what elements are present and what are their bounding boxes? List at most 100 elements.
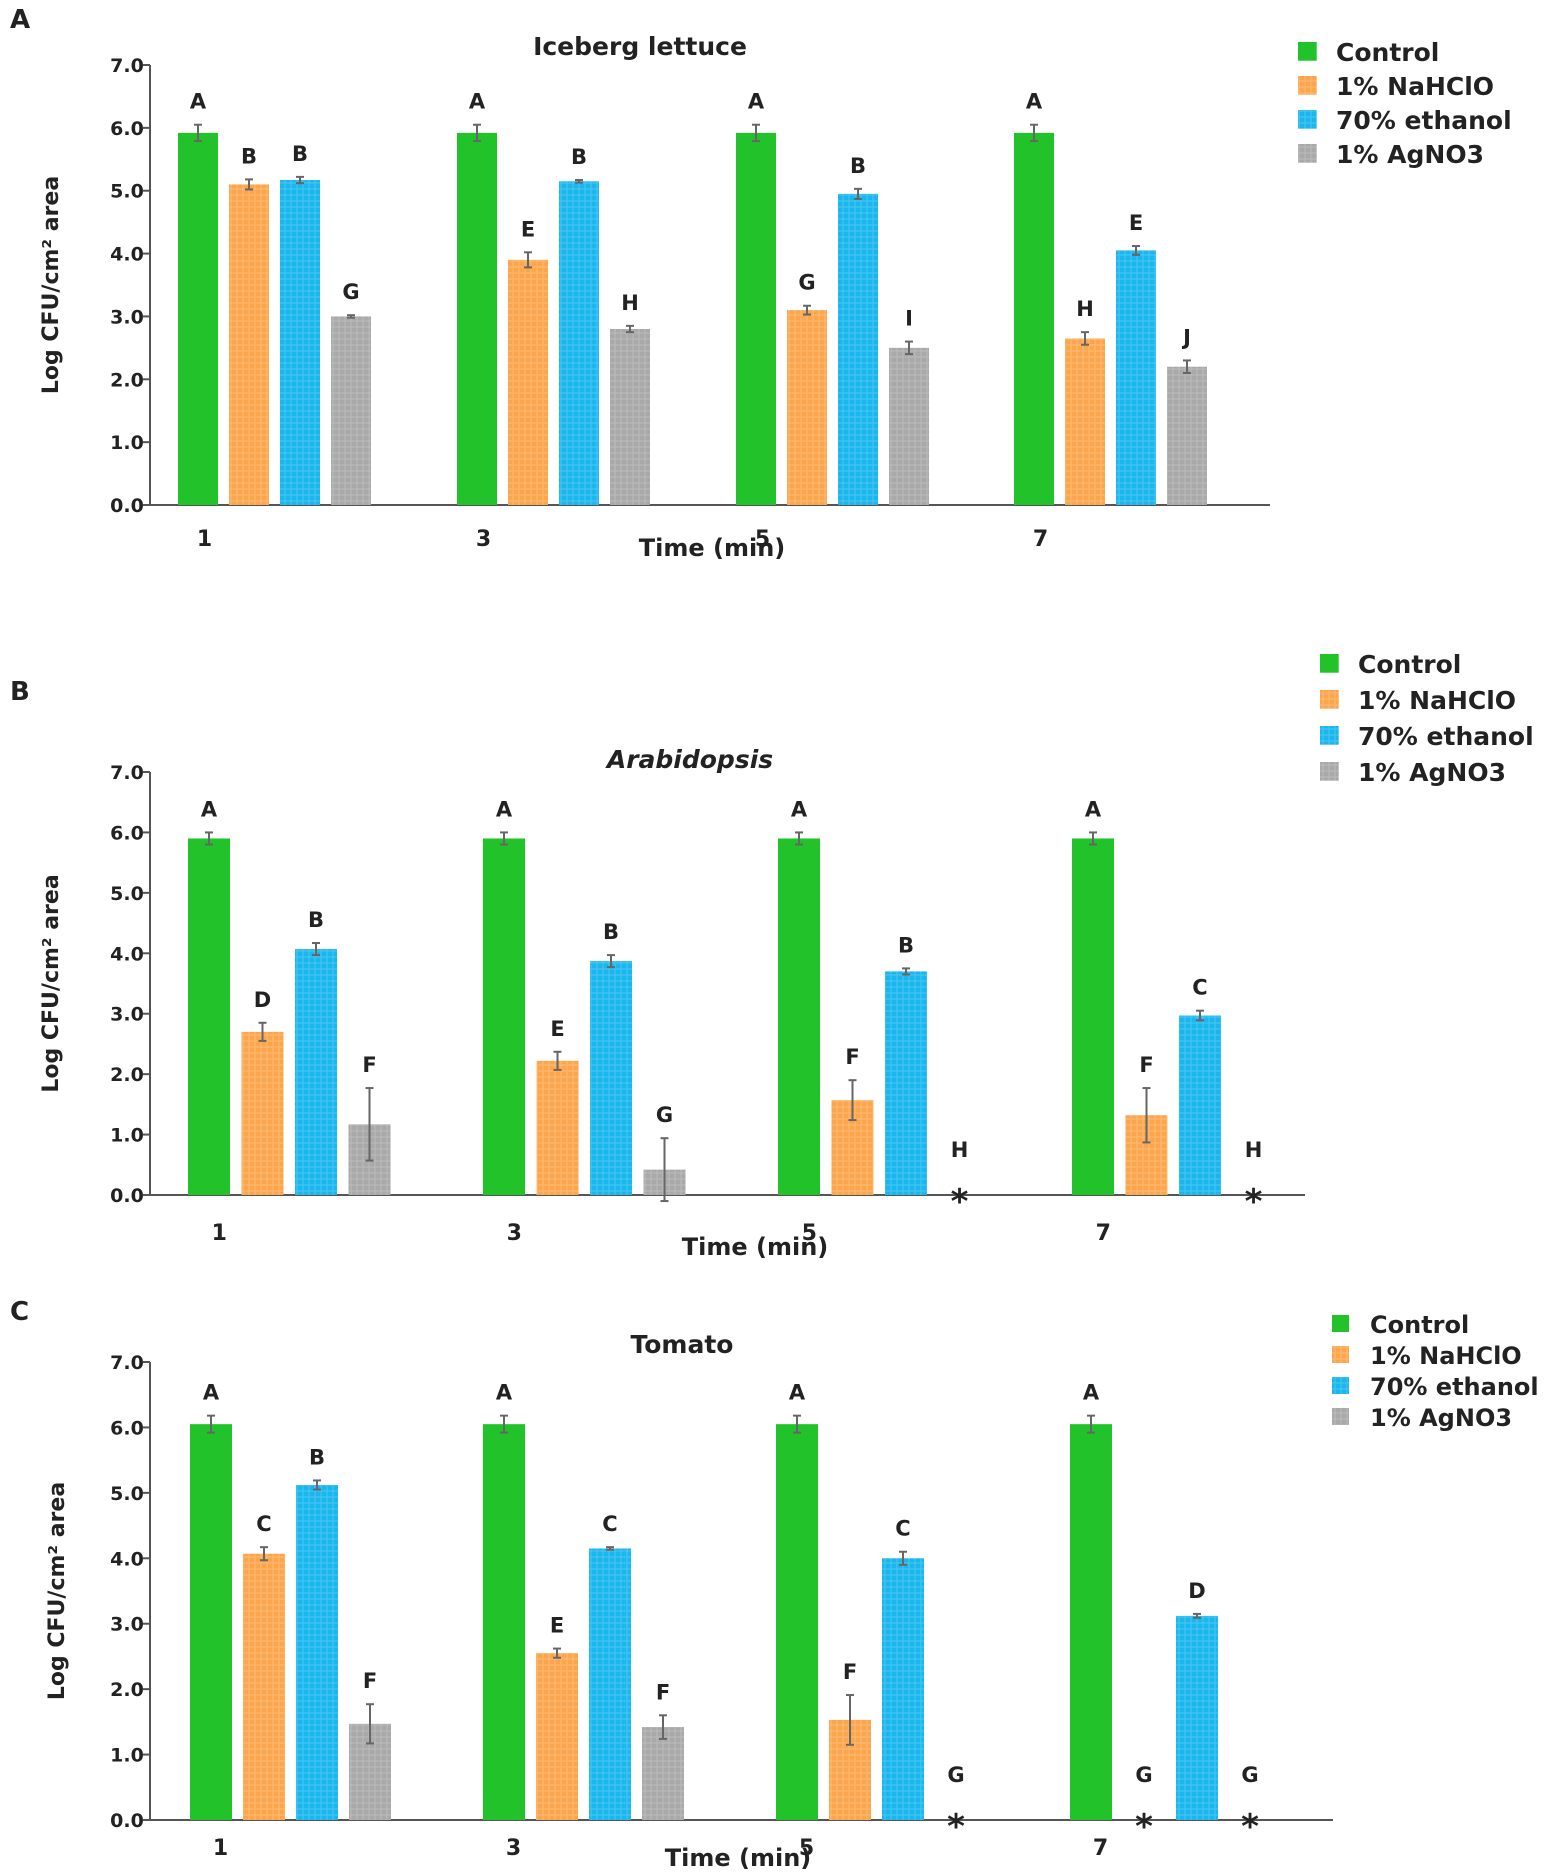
y-tick-label: 2.0	[110, 369, 144, 391]
y-tick-label: 3.0	[110, 1614, 144, 1636]
significance-letter: A	[1026, 90, 1043, 114]
significance-letter: A	[496, 797, 513, 821]
bar-70-ethanol	[296, 1485, 338, 1820]
significance-letter: A	[1083, 1381, 1100, 1405]
significance-letter: A	[789, 1381, 806, 1405]
legend-label: 70% ethanol	[1336, 106, 1512, 135]
panel-label: B	[10, 677, 30, 707]
legend-swatch	[1320, 690, 1339, 709]
significance-letter: C	[256, 1512, 271, 1536]
y-tick-label: 6.0	[110, 822, 144, 844]
bar-control	[736, 132, 776, 505]
y-tick-label: 1.0	[110, 1745, 144, 1767]
legend-swatch	[1320, 762, 1339, 781]
bar-control	[1072, 838, 1114, 1195]
legend-label: 70% ethanol	[1358, 722, 1534, 751]
x-axis-label: Time (min)	[682, 1233, 829, 1261]
bar-control	[190, 1424, 232, 1820]
legend-label: 1% AgNO3	[1336, 140, 1484, 169]
significance-letter: H	[1245, 1138, 1263, 1162]
bar-70-ethanol	[590, 961, 632, 1195]
significance-letter: C	[1192, 976, 1207, 1000]
legend-swatch	[1332, 1377, 1349, 1394]
bar-control	[457, 132, 497, 505]
x-category-label: 5	[755, 527, 770, 552]
bar-1-agno3	[1167, 366, 1207, 505]
chart-title: Arabidopsis	[605, 745, 773, 774]
y-tick-label: 1.0	[110, 432, 144, 454]
significance-letter: G	[656, 1103, 673, 1127]
significance-letter: B	[898, 933, 914, 957]
bar-1-agno3	[642, 1727, 684, 1820]
bar-1-nahclo	[787, 310, 827, 505]
bar-1-agno3	[889, 347, 929, 505]
significance-letter: A	[190, 90, 207, 114]
bar-70-ethanol	[882, 1558, 924, 1820]
y-tick-label: 3.0	[110, 306, 144, 328]
significance-letter: A	[201, 797, 218, 821]
x-axis-label: Time (min)	[665, 1844, 812, 1872]
y-tick-label: 7.0	[110, 55, 144, 77]
bar-1-nahclo	[241, 1031, 284, 1195]
significance-letter: H	[621, 291, 639, 315]
significance-letter: G	[947, 1763, 964, 1787]
legend-label: 1% AgNO3	[1358, 758, 1506, 787]
legend-swatch	[1332, 1315, 1349, 1332]
significance-letter: E	[521, 217, 535, 241]
bar-1-nahclo	[243, 1553, 285, 1820]
x-category-label: 7	[1096, 1221, 1111, 1246]
bar-1-nahclo	[536, 1060, 579, 1195]
significance-letter: G	[1135, 1763, 1152, 1787]
legend-swatch	[1298, 76, 1317, 95]
significance-letter: G	[342, 280, 359, 304]
significance-letter: J	[1181, 325, 1191, 349]
significance-letter: A	[469, 90, 486, 114]
bar-control	[1070, 1424, 1112, 1820]
y-tick-label: 0.0	[110, 495, 144, 517]
bar-70-ethanol	[838, 193, 878, 505]
y-tick-label: 6.0	[110, 1417, 144, 1439]
legend-swatch	[1298, 144, 1317, 163]
y-tick-label: 7.0	[110, 762, 144, 784]
significance-letter: A	[791, 797, 808, 821]
panel-label: C	[10, 1297, 29, 1327]
bar-1-nahclo	[1065, 338, 1105, 505]
significance-letter: E	[550, 1614, 564, 1638]
y-axis-label: Log CFU/cm² area	[39, 874, 64, 1092]
y-tick-label: 5.0	[110, 883, 144, 905]
x-category-label: 3	[506, 1836, 521, 1861]
x-category-label: 7	[1093, 1836, 1108, 1861]
zero-count-marker: *	[951, 1182, 969, 1222]
y-tick-label: 4.0	[110, 943, 144, 965]
legend-label: 1% AgNO3	[1370, 1404, 1512, 1432]
significance-letter: B	[850, 154, 866, 178]
significance-letter: G	[1241, 1763, 1258, 1787]
y-tick-label: 7.0	[110, 1352, 144, 1374]
bar-control	[776, 1424, 818, 1820]
legend-swatch	[1298, 42, 1317, 61]
significance-letter: C	[895, 1517, 910, 1541]
x-category-label: 1	[213, 1836, 228, 1861]
panel-label: A	[10, 5, 30, 35]
significance-letter: B	[603, 920, 619, 944]
chart-title: Tomato	[631, 1330, 734, 1359]
legend-label: 1% NaHClO	[1370, 1342, 1522, 1370]
bar-70-ethanol	[589, 1548, 631, 1820]
significance-letter: H	[1076, 297, 1094, 321]
y-tick-label: 2.0	[110, 1064, 144, 1086]
bar-70-ethanol	[280, 180, 320, 505]
x-axis-label: Time (min)	[639, 534, 786, 562]
bar-1-agno3	[610, 329, 650, 505]
significance-letter: A	[496, 1381, 513, 1405]
chart-panel-c: C Tomato 0.0 1.0 2.0 3.0 4.0 5.0 6.0 7.0 Log CFU/c…	[10, 1297, 1539, 1872]
y-tick-label: 3.0	[110, 1004, 144, 1026]
bar-1-nahclo	[229, 184, 269, 505]
significance-letter: E	[1129, 211, 1143, 235]
bar-control	[188, 838, 230, 1195]
x-category-label: 3	[476, 527, 491, 552]
bar-1-nahclo	[508, 259, 548, 505]
significance-letter: I	[905, 307, 913, 331]
legend-swatch	[1320, 654, 1339, 673]
y-axis-label: Log CFU/cm² area	[39, 176, 64, 394]
